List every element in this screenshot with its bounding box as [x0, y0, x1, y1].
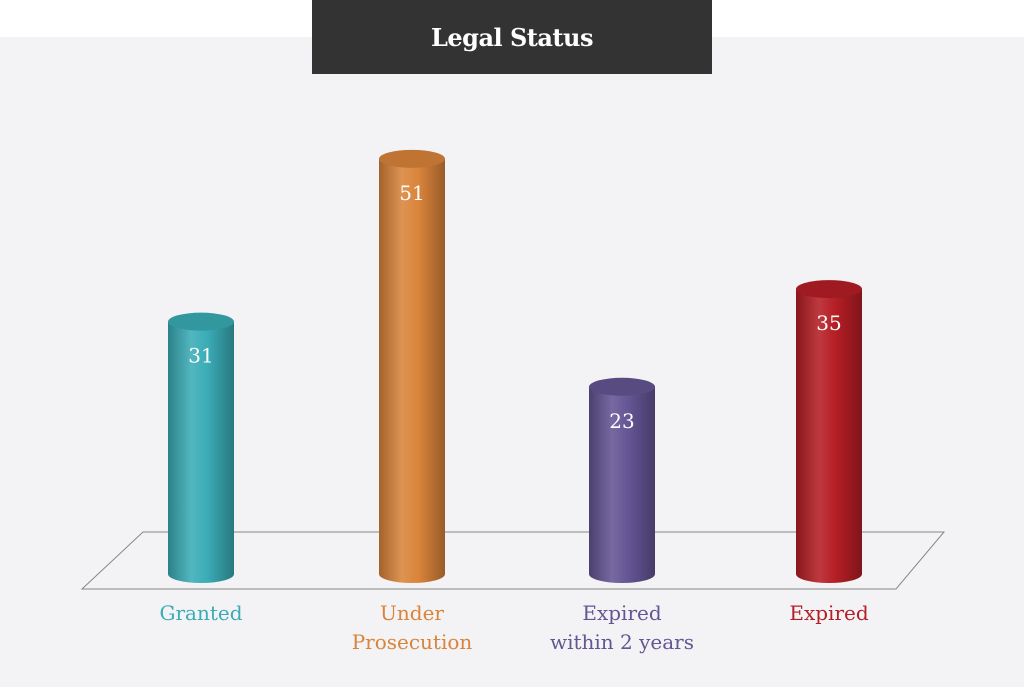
category-label-1-0: Under [380, 601, 444, 625]
bar-body-2 [589, 386, 655, 583]
category-label-1-1: Prosecution [352, 630, 473, 654]
bar-body-0 [168, 321, 234, 583]
category-label-3-0: Expired [789, 601, 868, 625]
data-label-0: 31 [188, 344, 213, 368]
category-label-2-0: Expired [582, 601, 661, 625]
bar-top-2 [589, 377, 655, 396]
data-label-3: 35 [816, 311, 841, 335]
data-label-2: 23 [609, 409, 634, 433]
bar-body-1 [379, 158, 445, 584]
bar-body-3 [796, 289, 862, 583]
chart-title-box: Legal Status [312, 0, 712, 74]
chart-floor [80, 531, 946, 590]
bar-top-3 [796, 280, 862, 299]
category-label-0-0: Granted [159, 601, 242, 625]
bars-layer [168, 149, 862, 584]
chart-title: Legal Status [431, 22, 593, 52]
labels-layer: 31 Granted 51 Under Prosecution 23 Expired with… [159, 181, 868, 654]
bar-top-1 [379, 149, 445, 168]
category-label-2-1: within 2 years [550, 630, 694, 654]
data-label-1: 51 [399, 181, 424, 205]
bar-top-0 [168, 312, 234, 331]
